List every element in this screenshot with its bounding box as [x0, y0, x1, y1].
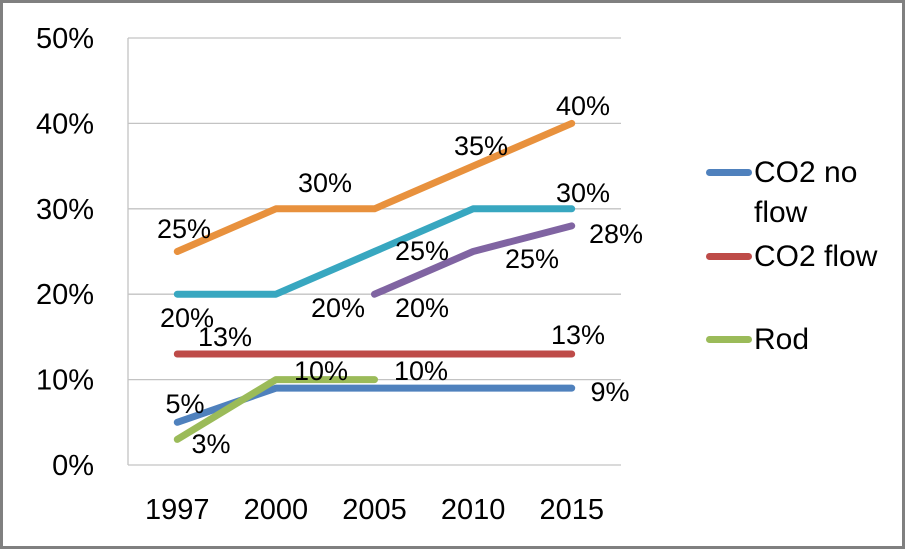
data-point-label: 3% — [191, 429, 230, 459]
data-point-label: 20% — [160, 303, 214, 333]
x-axis-tick-label: 1997 — [145, 494, 210, 526]
y-axis-tick-label: 30% — [36, 194, 94, 226]
legend-label: Rod — [754, 323, 810, 356]
chart-plot: 0% 10% 20% 30% 40% 50% 1997 2000 2005 2010 2015 25%… — [36, 23, 643, 526]
data-point-label: 28% — [589, 219, 643, 249]
data-point-label: 30% — [556, 178, 610, 208]
series-line-series-orange — [173, 119, 576, 255]
data-point-label: 13% — [198, 322, 252, 352]
legend-label: CO2 no flow — [754, 156, 858, 229]
x-axis-tick-label: 2005 — [342, 494, 407, 526]
data-point-label: 10% — [394, 356, 448, 386]
data-point-label: 25% — [395, 236, 449, 266]
data-point-label: 30% — [298, 168, 352, 198]
data-point-label: 20% — [311, 293, 365, 323]
series-line-series-purple — [371, 222, 576, 298]
legend-swatch-red-line-icon — [706, 253, 752, 260]
y-axis-tick-label: 50% — [36, 23, 94, 55]
data-point-label: 9% — [590, 377, 629, 407]
x-axis-tick-label: 2010 — [441, 494, 506, 526]
y-axis-tick-label: 0% — [52, 450, 94, 482]
legend-swatch-green-line-icon — [706, 336, 752, 343]
y-axis-tick-label: 40% — [36, 108, 94, 140]
legend-item-co2-flow: CO2 flow — [706, 237, 902, 277]
legend-swatch-blue-line-icon — [706, 169, 752, 176]
legend-item-co2-no-flow: CO2 no flow — [706, 153, 902, 233]
data-point-label: 13% — [551, 320, 605, 350]
data-point-label: 25% — [505, 244, 559, 274]
data-point-label: 25% — [157, 214, 211, 244]
series-line-series-teal — [173, 205, 576, 298]
data-point-label: 20% — [395, 293, 449, 323]
x-axis-tick-label: 2015 — [539, 494, 604, 526]
legend-item-rod: Rod — [706, 320, 902, 360]
data-point-label: 10% — [294, 356, 348, 386]
y-axis-tick-label: 10% — [36, 365, 94, 397]
data-point-label: 35% — [454, 131, 508, 161]
data-point-label: 5% — [165, 389, 204, 419]
legend-label: CO2 flow — [754, 240, 878, 273]
data-point-label: 40% — [556, 91, 610, 121]
chart-legend: CO2 no flow CO2 flow Rod — [706, 3, 902, 546]
series-line-rod — [173, 376, 378, 443]
x-axis-tick-label: 2000 — [244, 494, 309, 526]
y-axis-tick-label: 20% — [36, 279, 94, 311]
